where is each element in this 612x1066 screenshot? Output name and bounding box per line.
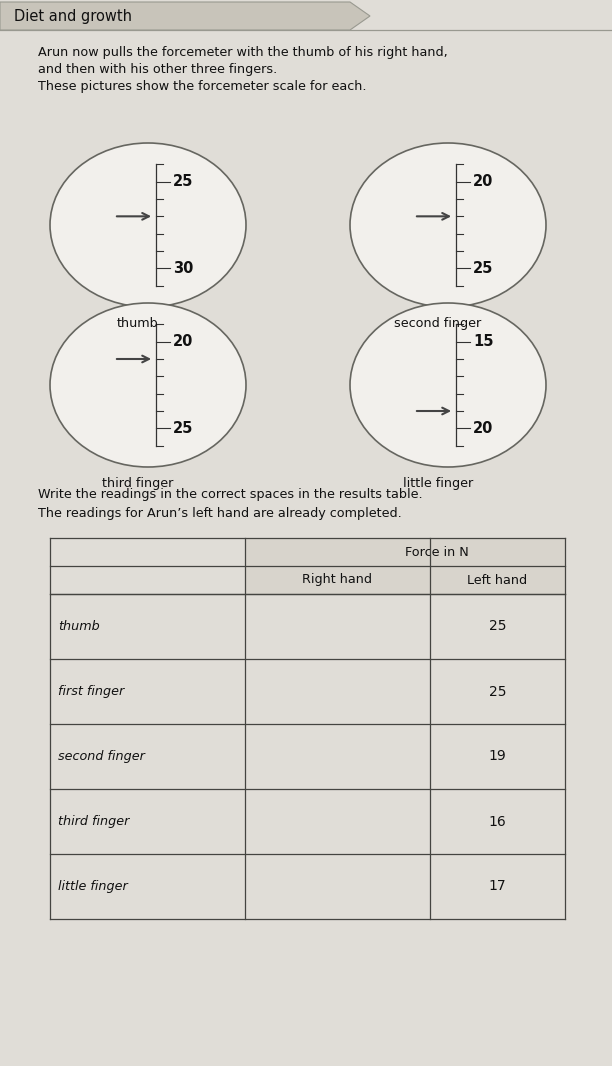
Text: Write the readings in the correct spaces in the results table.: Write the readings in the correct spaces…: [38, 488, 423, 501]
Text: 25: 25: [489, 684, 506, 698]
Text: 20: 20: [473, 174, 493, 189]
Text: 17: 17: [489, 879, 506, 893]
Text: and then with his other three fingers.: and then with his other three fingers.: [38, 63, 277, 76]
Text: little finger: little finger: [58, 881, 128, 893]
Ellipse shape: [350, 143, 546, 307]
Text: Left hand: Left hand: [468, 574, 528, 586]
Ellipse shape: [350, 303, 546, 467]
Text: 19: 19: [488, 749, 506, 763]
Text: 25: 25: [173, 174, 193, 189]
Text: third finger: third finger: [58, 815, 129, 828]
Text: These pictures show the forcemeter scale for each.: These pictures show the forcemeter scale…: [38, 80, 367, 93]
Text: second finger: second finger: [394, 317, 482, 330]
Text: little finger: little finger: [403, 477, 473, 490]
Text: 25: 25: [473, 261, 493, 276]
Bar: [245, 566, 565, 594]
Bar: [245, 538, 565, 566]
Text: Arun now pulls the forcemeter with the thumb of his right hand,: Arun now pulls the forcemeter with the t…: [38, 46, 448, 59]
Text: Diet and growth: Diet and growth: [14, 9, 132, 23]
Text: 20: 20: [473, 421, 493, 436]
Text: 20: 20: [173, 334, 193, 350]
Text: The readings for Arun’s left hand are already completed.: The readings for Arun’s left hand are al…: [38, 507, 401, 520]
Text: 25: 25: [173, 421, 193, 436]
Text: thumb: thumb: [58, 620, 100, 633]
Text: Right hand: Right hand: [302, 574, 373, 586]
Text: 25: 25: [489, 619, 506, 633]
Text: 16: 16: [488, 814, 506, 828]
Text: 15: 15: [473, 334, 493, 350]
Text: Force in N: Force in N: [405, 546, 469, 559]
Ellipse shape: [50, 143, 246, 307]
Text: thumb: thumb: [117, 317, 159, 330]
Text: second finger: second finger: [58, 750, 145, 763]
Ellipse shape: [50, 303, 246, 467]
Polygon shape: [0, 2, 370, 30]
Text: 30: 30: [173, 261, 193, 276]
Text: third finger: third finger: [102, 477, 174, 490]
Text: first finger: first finger: [58, 685, 124, 698]
